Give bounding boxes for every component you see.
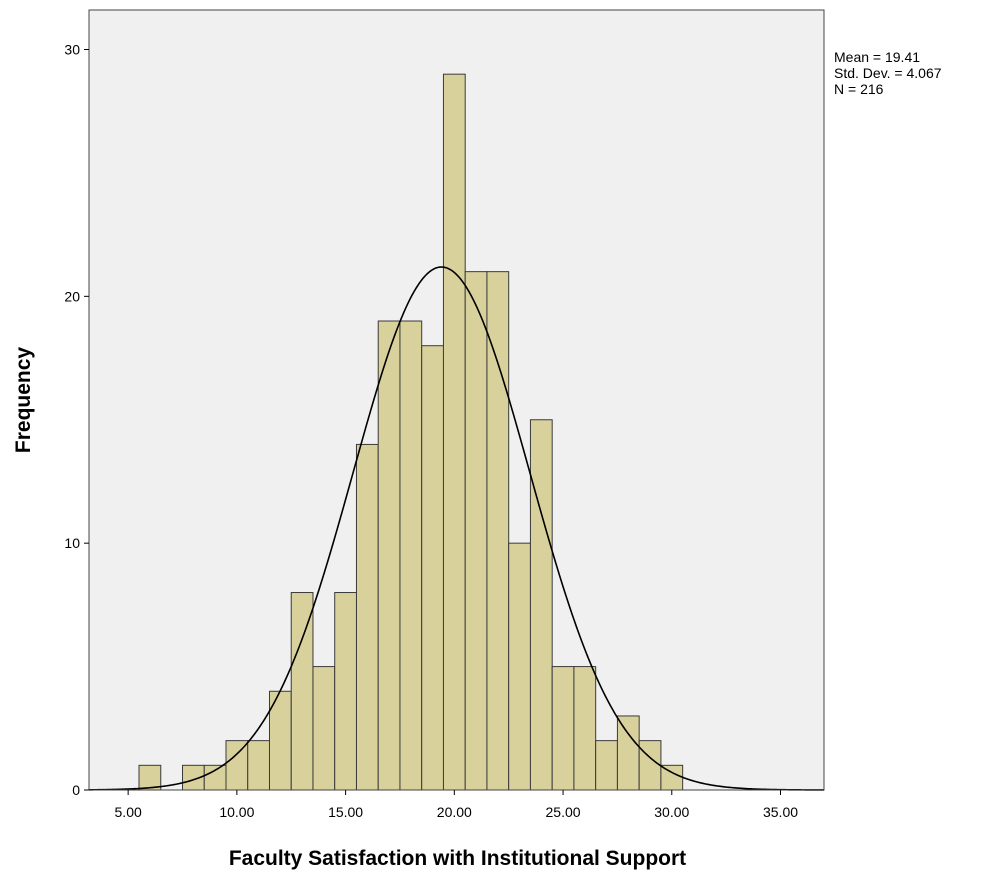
histogram-bar <box>247 740 270 791</box>
histogram-bar <box>421 345 444 791</box>
normal-curve <box>88 266 824 791</box>
x-axis-title: Faculty Satisfaction with Institutional … <box>229 847 686 870</box>
histogram-bar <box>377 320 401 791</box>
histogram-bar <box>508 542 531 791</box>
stats-n: N = 216 <box>834 81 884 97</box>
y-tick-label: 30 <box>64 41 80 57</box>
histogram-bar <box>312 666 336 791</box>
x-tick-label: 35.00 <box>763 804 798 820</box>
x-tick-label: 30.00 <box>654 804 689 820</box>
histogram-bar <box>203 764 227 791</box>
stats-box: Mean = 19.41 Std. Dev. = 4.067 N = 216 <box>834 49 942 97</box>
x-tick-label: 15.00 <box>328 804 363 820</box>
histogram-bar <box>595 740 618 791</box>
histogram-bar <box>551 666 575 791</box>
axes <box>88 9 825 791</box>
x-axis-ticks: 5.00 10.00 15.00 20.00 25.00 30.00 35.00 <box>115 790 798 820</box>
stats-mean: Mean = 19.41 <box>834 49 920 65</box>
histogram-bar <box>638 740 662 791</box>
x-tick-label: 20.00 <box>437 804 472 820</box>
y-tick-label: 10 <box>64 535 80 551</box>
histogram-bar <box>225 740 249 791</box>
y-tick-label: 20 <box>64 288 80 304</box>
x-tick-label: 10.00 <box>219 804 254 820</box>
stats-std-dev: Std. Dev. = 4.067 <box>834 65 942 81</box>
histogram-bar <box>464 271 488 791</box>
histogram-bar <box>573 666 597 791</box>
histogram-bar <box>442 73 466 791</box>
x-tick-label: 5.00 <box>115 804 142 820</box>
plot-frame <box>88 9 825 791</box>
histogram-bar <box>616 715 640 791</box>
histogram-bar <box>486 271 510 791</box>
histogram-bar <box>529 419 553 791</box>
y-tick-label: 0 <box>72 782 80 798</box>
histogram-bar <box>334 592 357 791</box>
y-axis-title: Frequency <box>12 347 35 454</box>
histogram-bars <box>138 73 684 791</box>
x-tick-label: 25.00 <box>546 804 581 820</box>
histogram-bar <box>399 320 423 791</box>
y-axis-ticks: 0 10 20 30 <box>64 41 89 798</box>
histogram-bar <box>290 592 314 791</box>
histogram-bar <box>660 764 684 791</box>
histogram-bar <box>355 443 379 791</box>
